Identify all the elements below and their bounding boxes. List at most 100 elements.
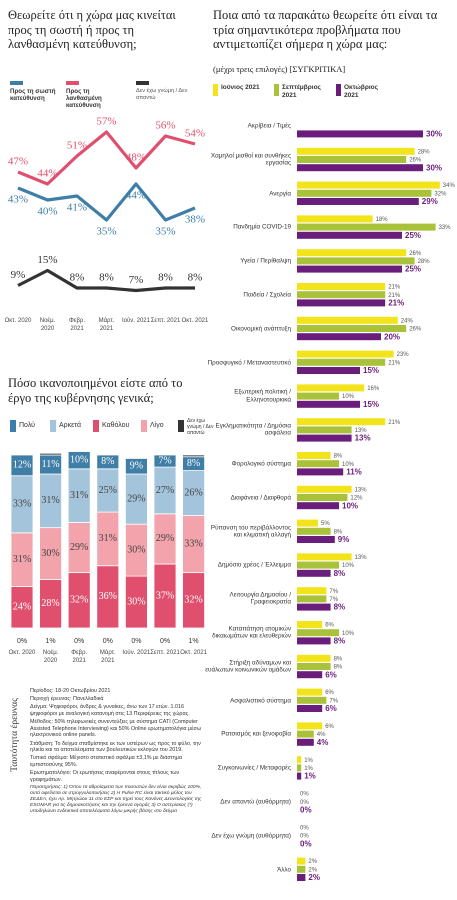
bar [297,536,335,543]
bar [297,494,348,501]
bar [297,603,331,611]
methodology: Περίοδος: 18-20 Οκτωβρίου 2021 Περιοχή έρ… [30,688,206,816]
data-label: 10% [70,454,88,465]
data-label: 8% [334,569,346,578]
x-tick-label: Νοέμ. 2020 [39,318,56,332]
data-label: 43% [8,194,28,206]
legend-label: Πολύ [19,422,35,429]
bar [297,865,306,873]
bar [297,316,398,324]
data-label: 6% [325,670,337,679]
data-label: 32% [434,191,447,197]
data-label: 0% [300,834,309,840]
bar [297,663,331,670]
data-label: 9% [130,461,143,472]
data-label: 23% [397,352,410,358]
data-label: 0% [17,638,27,645]
line-series [17,182,196,222]
category-label: Εξωτερική πολιτική / Ελληνοτουρκικά [234,389,291,404]
data-label: 48% [126,152,146,164]
bar [297,756,302,764]
legend-swatch [336,84,341,96]
data-label: 0% [300,806,312,815]
methodology-text: Περίοδος: 18-20 Οκτωβρίου 2021 [30,688,111,694]
category-label: Δημόσιο χρέος / Έλλειμμα [217,561,291,569]
data-label: 34% [443,183,456,189]
legend-label: Δεν έχω γνώμη / Δεν απαντώ [136,88,188,102]
bar [297,561,339,569]
legend-swatch [93,420,99,432]
data-label: 44% [126,190,146,202]
bar [297,502,339,510]
legend-label: Καθόλου [102,422,130,429]
bar [297,629,339,637]
methodology-text: Παρατηρήσεις: 1) Όπου τα αθροίσματα των … [30,784,202,814]
bar [297,367,360,374]
category-label: Χαμηλοί μισθοί και συνθήκες εργασίας [210,152,291,167]
data-label: 8% [101,456,114,467]
legend-label: Προς τη σωστή κατεύθυνση [10,88,56,103]
data-label: 7% [329,597,338,603]
data-label: 8% [334,637,346,646]
category-label: Δεν απαντώ (αυθόρμητα) [220,798,291,806]
bar [297,722,323,730]
bar [297,688,323,696]
data-label: 8% [334,656,343,662]
legend-label: Δεν έχω γνώμη / Δεν απαντώ [187,418,214,436]
bar-segment [67,451,91,470]
bar [297,384,365,392]
data-label: 8% [158,272,173,284]
data-label: 13% [355,487,368,493]
data-label: 1% [46,638,56,645]
bar [297,358,386,366]
bar [297,231,402,239]
data-label: 13% [355,434,371,443]
data-label: 1% [189,638,199,645]
x-tick-label: Φεβρ. 2021 [69,318,85,332]
data-label: 6% [325,690,334,696]
data-label: 8% [334,529,343,535]
legend-label: Οκτώβριος 2021 [344,84,379,99]
category-label: Προσφυγικό / Μεταναστευτικό [207,358,291,366]
data-label: 9% [11,269,26,281]
data-label: 25% [405,265,421,274]
x-tick-label: Οκτ. 2021 [181,318,209,324]
x-tick-label: Οκτ. 2021 [180,650,207,656]
data-label: 40% [37,206,57,218]
bar [297,333,381,341]
bar [297,460,339,468]
x-tick-label: Ιούν. 2021 [122,650,151,656]
bar [297,291,386,299]
bar [297,215,373,223]
bar-segment [182,454,206,458]
data-label: 31% [13,554,31,565]
data-label: 28% [418,149,431,155]
legend-swatch [10,81,23,85]
category-label: Λειτουργία Δημοσίου / Γραφειοκρατία [229,591,292,607]
data-label: 7% [129,274,144,286]
bar [297,553,352,561]
category-label: Άλλο [277,865,291,873]
bar [297,621,323,628]
x-tick-label: Οκτ. 2020 [8,650,36,656]
data-label: 0% [103,638,113,645]
category-label: Εγκληματικότητα / Δημόσια ασφάλεια [215,422,291,438]
data-label: 8% [334,603,346,612]
x-tick-label: Φεβρ. 2021 [71,650,88,664]
data-label: 20% [384,332,400,341]
category-label: Πανδημία COVID-19 [233,223,291,231]
bar-segment [153,454,177,468]
data-label: 25% [405,231,421,240]
legend-swatch [274,84,279,96]
bar [297,198,419,205]
data-label: 5% [321,521,330,527]
data-label: 30% [426,163,442,172]
bar [297,637,331,645]
data-label: 10% [342,501,358,510]
data-label: 0% [131,638,141,645]
data-label: 31% [70,490,88,501]
bar [297,434,352,442]
category-label: Παιδεία / Σχολεία [243,291,291,299]
data-label: 26% [409,327,422,333]
bar [297,418,386,426]
